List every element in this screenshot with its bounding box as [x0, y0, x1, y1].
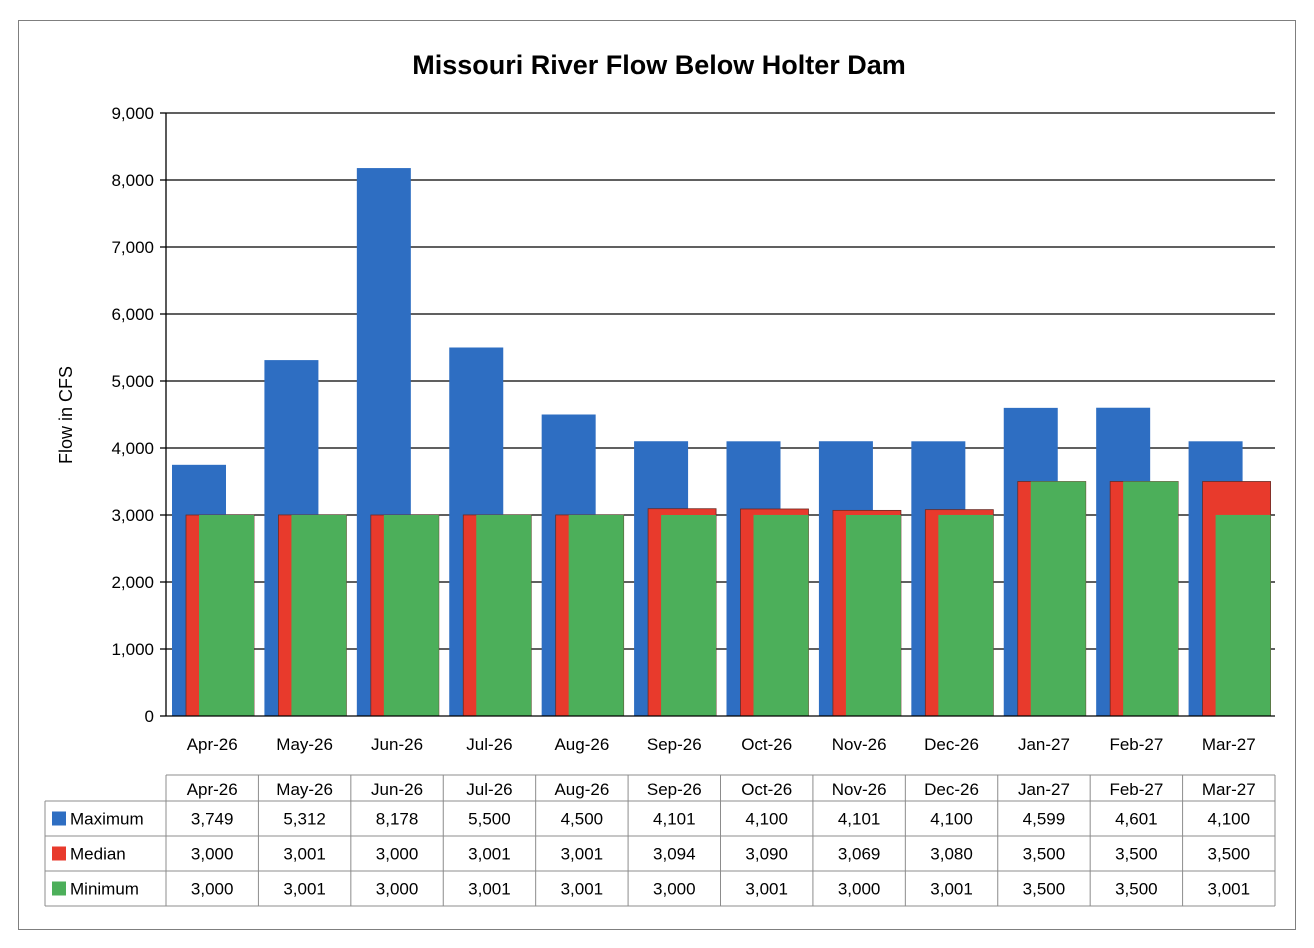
table-header-cell: Sep-26	[647, 780, 702, 799]
x-tick-label: Apr-26	[187, 735, 238, 754]
x-tick-label: Dec-26	[924, 735, 979, 754]
table-value-cell: 3,001	[561, 845, 604, 864]
bar-minimum	[1123, 481, 1179, 716]
legend-swatch-median	[52, 846, 66, 861]
y-tick-label: 7,000	[111, 238, 154, 257]
x-tick-label: Mar-27	[1202, 735, 1256, 754]
bar-minimum	[1030, 481, 1086, 716]
table-header-cell: Jun-26	[371, 780, 423, 799]
table-value-cell: 3,000	[376, 845, 419, 864]
x-tick-label: Oct-26	[741, 735, 792, 754]
bar-minimum	[661, 515, 717, 716]
legend-swatch-minimum	[52, 881, 66, 896]
table-value-cell: 8,178	[376, 810, 419, 829]
table-value-cell: 3,000	[191, 845, 234, 864]
table-value-cell: 3,749	[191, 810, 234, 829]
table-header-cell: Aug-26	[554, 780, 609, 799]
table-header-cell: Mar-27	[1202, 780, 1256, 799]
bar-minimum	[568, 514, 624, 716]
table-value-cell: 3,500	[1023, 880, 1066, 899]
y-tick-label: 1,000	[111, 640, 154, 659]
table-value-cell: 3,001	[283, 880, 326, 899]
x-tick-label: Feb-27	[1109, 735, 1163, 754]
y-tick-label: 6,000	[111, 305, 154, 324]
table-value-cell: 4,101	[653, 810, 696, 829]
table-value-cell: 3,001	[930, 880, 973, 899]
chart-title: Missouri River Flow Below Holter Dam	[412, 50, 906, 80]
table-value-cell: 4,100	[745, 810, 788, 829]
x-tick-label: Nov-26	[832, 735, 887, 754]
table-value-cell: 3,094	[653, 845, 696, 864]
bar-minimum	[199, 515, 254, 716]
y-tick-label: 3,000	[111, 506, 154, 525]
bar-minimum	[383, 515, 439, 716]
x-tick-label: Aug-26	[554, 735, 609, 754]
legend-label-median: Median	[70, 845, 126, 864]
y-tick-label: 9,000	[111, 104, 154, 123]
legend-swatch-maximum	[52, 811, 66, 826]
x-tick-label: Jul-26	[466, 735, 512, 754]
data-table: Apr-26 May-26 Jun-26 Jul-26 Aug-26 Sep-26 Oct-…	[44, 774, 1276, 907]
table-value-cell: 4,100	[930, 810, 973, 829]
table-value-cell: 4,101	[838, 810, 881, 829]
y-tick-label: 2,000	[111, 573, 154, 592]
table-value-cell: 4,601	[1115, 810, 1158, 829]
table-value-cell: 3,001	[745, 880, 788, 899]
table-value-cell: 3,080	[930, 845, 973, 864]
table-value-cell: 4,500	[561, 810, 604, 829]
table-value-cell: 3,000	[838, 880, 881, 899]
table-header-cell: Nov-26	[832, 780, 887, 799]
axes: 0 1,000 2,000 3,000 4,000 5,000 6,000 7,000 8,00…	[111, 104, 1275, 754]
x-tick-label: Sep-26	[647, 735, 702, 754]
bar-minimum	[845, 515, 901, 716]
bar-minimum	[938, 514, 994, 716]
table-header-cell: Jul-26	[466, 780, 512, 799]
y-tick-label: 0	[145, 707, 154, 726]
table-value-cell: 4,599	[1023, 810, 1066, 829]
table-header-cell: Dec-26	[924, 780, 979, 799]
table-value-cell: 3,001	[468, 880, 511, 899]
bar-minimum	[476, 514, 532, 716]
table-value-cell: 3,500	[1115, 880, 1158, 899]
table-header-cell: Feb-27	[1109, 780, 1163, 799]
table-value-cell: 3,000	[376, 880, 419, 899]
table-header-cell: Oct-26	[741, 780, 792, 799]
table-value-cell: 3,001	[561, 880, 604, 899]
table-value-cell: 3,069	[838, 845, 881, 864]
bars	[172, 168, 1271, 717]
table-value-cell: 3,500	[1208, 845, 1251, 864]
table-value-cell: 3,001	[1208, 880, 1251, 899]
table-value-cell: 3,001	[283, 845, 326, 864]
table-value-cell: 3,500	[1115, 845, 1158, 864]
gridlines	[166, 112, 1275, 650]
table-value-cell: 3,001	[468, 845, 511, 864]
x-tick-label: Jun-26	[371, 735, 423, 754]
bar-minimum	[1215, 514, 1271, 716]
table-value-cell: 5,500	[468, 810, 511, 829]
x-tick-label: May-26	[276, 735, 333, 754]
x-tick-label: Jan-27	[1018, 735, 1070, 754]
y-tick-label: 8,000	[111, 171, 154, 190]
legend-label-minimum: Minimum	[70, 880, 139, 899]
bar-minimum	[753, 514, 809, 716]
y-tick-label: 5,000	[111, 372, 154, 391]
table-value-cell: 4,100	[1208, 810, 1251, 829]
table-header-cell: Jan-27	[1018, 780, 1070, 799]
bar-minimum	[291, 514, 347, 716]
table-value-cell: 3,090	[745, 845, 788, 864]
y-tick-label: 4,000	[111, 439, 154, 458]
table-value-cell: 3,000	[191, 880, 234, 899]
y-axis-label: Flow in CFS	[56, 366, 76, 464]
table-value-cell: 3,500	[1023, 845, 1066, 864]
table-header-cell: May-26	[276, 780, 333, 799]
table-header-cell: Apr-26	[187, 780, 238, 799]
table-value-cell: 3,000	[653, 880, 696, 899]
legend-label-maximum: Maximum	[70, 810, 144, 829]
table-value-cell: 5,312	[283, 810, 326, 829]
